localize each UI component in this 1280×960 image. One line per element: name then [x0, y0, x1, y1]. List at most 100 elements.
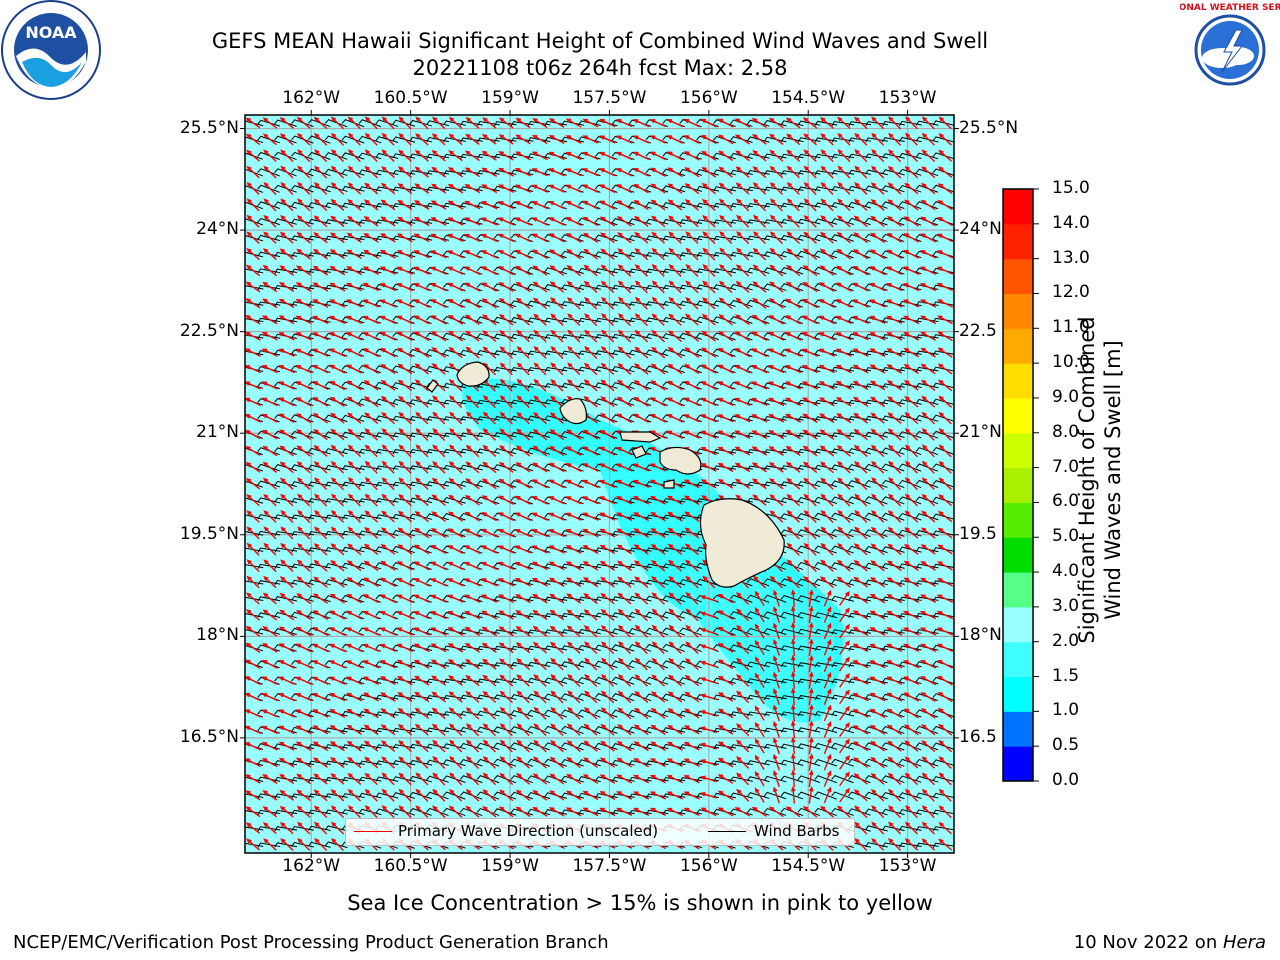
wind-barb — [747, 214, 770, 228]
wind-barb — [291, 133, 314, 146]
wind-barb — [848, 526, 871, 540]
wind-barb — [307, 165, 331, 179]
wind-barb — [426, 133, 450, 146]
wind-barb — [308, 282, 331, 292]
wind-barb — [848, 741, 871, 752]
wind-barb — [325, 477, 348, 491]
wind-barbs — [245, 116, 954, 851]
wind-barb — [780, 769, 804, 788]
wind-barb — [477, 150, 500, 161]
wind-barb — [679, 231, 703, 245]
wind-barb — [763, 575, 787, 589]
wind-barb — [797, 736, 821, 755]
wind-barb — [865, 198, 888, 211]
wind-barb — [831, 149, 855, 163]
wind-barb — [645, 135, 669, 144]
wind-barb — [307, 676, 331, 685]
wind-barb — [915, 460, 939, 474]
wind-barb — [375, 116, 399, 130]
wind-barb — [460, 707, 483, 720]
lon-tick-label: 156°W — [679, 856, 738, 876]
wind-barb — [747, 182, 770, 195]
wind-barb — [325, 789, 348, 802]
colorbar-label-line-1: Significant Height of Combined — [1075, 316, 1099, 644]
wind-barb — [628, 463, 652, 472]
wind-barb — [881, 676, 905, 685]
wind-barb — [713, 610, 736, 620]
wind-barb — [392, 510, 416, 523]
wind-barb — [257, 181, 280, 195]
wind-barb — [679, 511, 703, 522]
wind-barb — [696, 807, 720, 817]
wind-barb — [510, 362, 534, 376]
wind-barb — [628, 758, 652, 768]
colorbar-tick-label: 5.0 — [1052, 526, 1080, 547]
footer-date: 10 Nov 2022 on Hera — [1074, 932, 1266, 953]
wind-barb — [341, 477, 365, 491]
wind-barb — [898, 821, 922, 835]
wind-barb — [713, 381, 736, 390]
wind-barb — [341, 676, 365, 685]
wind-barb — [245, 462, 264, 473]
wind-barb — [307, 348, 331, 357]
wind-barb — [341, 444, 365, 458]
wind-barb — [578, 216, 601, 227]
wind-barb — [392, 266, 416, 275]
wind-barb — [426, 611, 449, 620]
wind-barb — [645, 363, 669, 375]
wind-barb — [307, 693, 331, 702]
wind-barb — [291, 526, 315, 540]
wind-barb — [341, 460, 365, 474]
wind-barb — [527, 529, 551, 538]
wind-barb — [611, 232, 635, 244]
wind-barb — [662, 725, 686, 735]
wind-barb — [915, 477, 939, 491]
wind-barb — [324, 116, 348, 130]
wind-barb — [341, 724, 365, 735]
wind-barb — [915, 510, 939, 523]
wind-barb — [915, 395, 939, 408]
wind-barb — [510, 478, 534, 489]
wind-barb — [392, 724, 416, 736]
wind-barb — [865, 676, 888, 685]
wind-barb — [375, 740, 399, 752]
wind-barb — [459, 789, 483, 802]
wind-barb — [730, 150, 753, 162]
wind-barb — [257, 445, 280, 457]
wind-barb — [865, 789, 888, 802]
wind-barb — [493, 151, 517, 161]
wind-barb — [814, 526, 837, 540]
wind-barb — [274, 181, 297, 195]
wind-barb — [696, 215, 720, 228]
wind-barb — [245, 758, 264, 768]
wind-barb — [797, 198, 821, 212]
wind-barb — [375, 560, 399, 571]
wind-barb — [257, 526, 281, 540]
wind-barb — [662, 151, 686, 161]
wind-barb — [544, 217, 567, 226]
colorbar-tick-label: 15.0 — [1052, 178, 1090, 198]
wind-barb — [696, 280, 720, 294]
wind-barb — [375, 266, 399, 275]
wind-barb — [245, 182, 263, 195]
wind-barb — [814, 721, 838, 738]
wind-barb — [898, 543, 922, 555]
wind-barb — [594, 200, 618, 210]
wind-barb — [460, 184, 483, 194]
wind-barb — [257, 642, 280, 653]
wind-barb — [595, 296, 618, 310]
wind-barb — [611, 496, 635, 505]
wind-barb — [308, 757, 331, 768]
wind-barb — [392, 676, 416, 686]
wind-barb — [493, 512, 517, 522]
colorbar-segment — [1003, 397, 1033, 434]
wind-barb — [245, 526, 264, 540]
wind-barb — [443, 772, 466, 786]
wind-barb — [898, 510, 922, 523]
colorbar-tick-label: 4.0 — [1052, 561, 1080, 582]
wind-barb — [865, 460, 888, 474]
map-legend: Primary Wave Direction (unscaled) Wind B… — [345, 818, 855, 846]
wind-barb — [274, 445, 297, 457]
wind-barb — [245, 790, 264, 801]
wind-barb — [460, 674, 483, 687]
